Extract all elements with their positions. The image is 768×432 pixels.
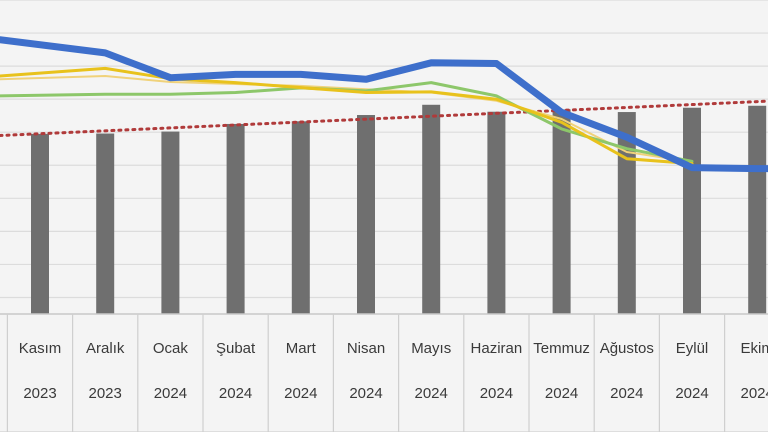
bar — [683, 107, 701, 314]
bar — [226, 123, 245, 315]
tick-label-year: 2024 — [741, 385, 768, 402]
tick-label-month: Ağustos — [600, 340, 654, 357]
bar — [552, 109, 571, 315]
line-series — [0, 36, 768, 173]
trendline-dotted — [0, 99, 768, 138]
tick-label-year: 2024 — [154, 385, 187, 402]
tick-label-year: 2024 — [675, 385, 708, 402]
tick-label-month: Mayıs — [411, 340, 451, 357]
tick-label-month: Şubat — [216, 340, 256, 357]
bar-series — [31, 104, 767, 315]
series-line — [0, 66, 694, 166]
bar — [31, 133, 49, 314]
trendline — [0, 99, 768, 138]
tick-label-year: 2024 — [219, 385, 252, 402]
bar — [422, 104, 441, 314]
bar — [291, 121, 310, 314]
series-line — [0, 75, 693, 163]
tick-label-month: Ocak — [153, 340, 189, 357]
bar — [96, 133, 115, 314]
tick-label-year: 2023 — [23, 385, 56, 402]
tick-label-month: Ekim — [741, 340, 768, 357]
tick-label-year: 2024 — [349, 385, 382, 402]
bar — [161, 131, 180, 314]
series-line — [0, 36, 768, 173]
bar — [487, 111, 506, 314]
tick-label-month: Nisan — [347, 340, 385, 357]
bar — [617, 112, 636, 314]
tick-label-month: Aralık — [86, 340, 125, 357]
tick-label-year: 2024 — [284, 385, 317, 402]
category-axis: Kasım 2023 Aralık 2023 Ocak 2024 Şubat 2024 Mart… — [0, 313, 768, 432]
tick-label-month: Kasım — [19, 340, 62, 357]
tick-label-year: 2023 — [89, 385, 122, 402]
tick-label-month: Eylül — [676, 340, 709, 357]
tick-label-month: Haziran — [471, 340, 523, 357]
tick-label-year: 2024 — [610, 385, 643, 402]
bar — [748, 105, 767, 314]
tick-label-month: Mart — [286, 340, 317, 357]
gridlines — [0, 0, 768, 299]
tick-label-year: 2024 — [480, 385, 513, 402]
tick-label-year: 2024 — [415, 385, 448, 402]
tick-label-month: Temmuz — [533, 340, 590, 357]
tick-label-year: 2024 — [545, 385, 578, 402]
bar — [357, 115, 375, 314]
